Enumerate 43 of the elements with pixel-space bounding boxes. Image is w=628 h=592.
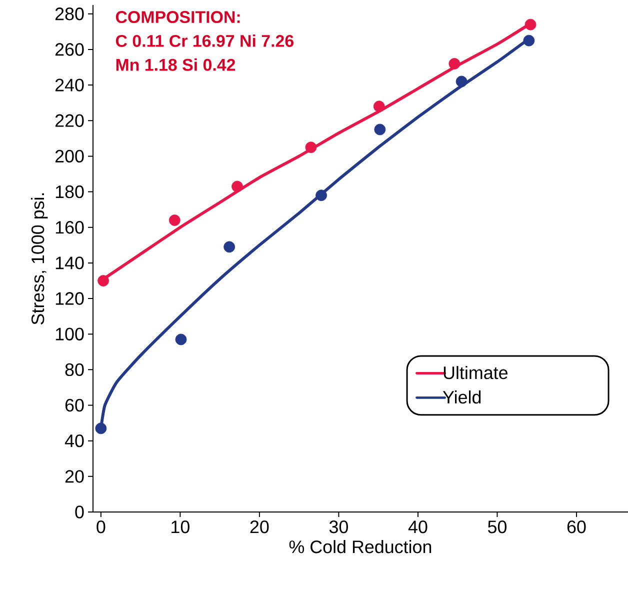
y-tick-label: 140 xyxy=(56,256,84,270)
y-tick-label: 0 xyxy=(75,506,84,518)
y-tick-label: 40 xyxy=(64,434,84,448)
point xyxy=(316,190,327,202)
y-tick-label: 200 xyxy=(55,150,84,163)
point xyxy=(98,275,110,286)
y-tick-label: 220 xyxy=(55,114,84,127)
point xyxy=(373,100,385,112)
point xyxy=(456,76,468,88)
y-tick-label: 260 xyxy=(55,43,84,56)
y-tick-label: 100 xyxy=(56,328,84,340)
y-tick-label: 120 xyxy=(56,292,84,305)
point xyxy=(224,241,236,253)
point xyxy=(305,142,317,154)
y-axis-title: Stress, 1000 psi. xyxy=(31,193,48,324)
y-tick-label: 240 xyxy=(55,78,84,92)
point xyxy=(524,18,536,30)
point xyxy=(168,214,180,226)
y-tick-label: 60 xyxy=(65,398,84,412)
x-tick-label: 30 xyxy=(329,520,348,534)
y-tick-label: 180 xyxy=(56,185,84,198)
annotation: Mn 1.18 Si 0.42 xyxy=(116,58,236,71)
x-tick-label: 20 xyxy=(250,520,269,534)
x-tick-label: 50 xyxy=(488,520,507,534)
x-tick-label: 0 xyxy=(96,520,106,534)
x-tick-label: 60 xyxy=(567,520,586,534)
point xyxy=(175,334,187,346)
y-tick-label: 280 xyxy=(55,8,84,20)
legend-label: Ultimate xyxy=(444,366,508,380)
annotation: C 0.11 Cr 16.97 Ni 7.26 xyxy=(116,34,294,47)
point xyxy=(448,58,460,70)
x-tick-label: 40 xyxy=(408,520,428,534)
y-tick-label: 20 xyxy=(65,470,84,483)
point xyxy=(523,34,535,46)
point xyxy=(95,422,107,434)
point xyxy=(232,180,243,192)
point xyxy=(374,124,386,136)
y-tick-label: 80 xyxy=(65,363,84,376)
x-tick-label: 10 xyxy=(172,520,190,534)
legend-label: Yield xyxy=(442,390,481,404)
y-tick-label: 160 xyxy=(56,221,84,234)
x-axis-title: % Cold Reduction xyxy=(289,540,432,554)
annotation: COMPOSITION: xyxy=(116,11,240,24)
